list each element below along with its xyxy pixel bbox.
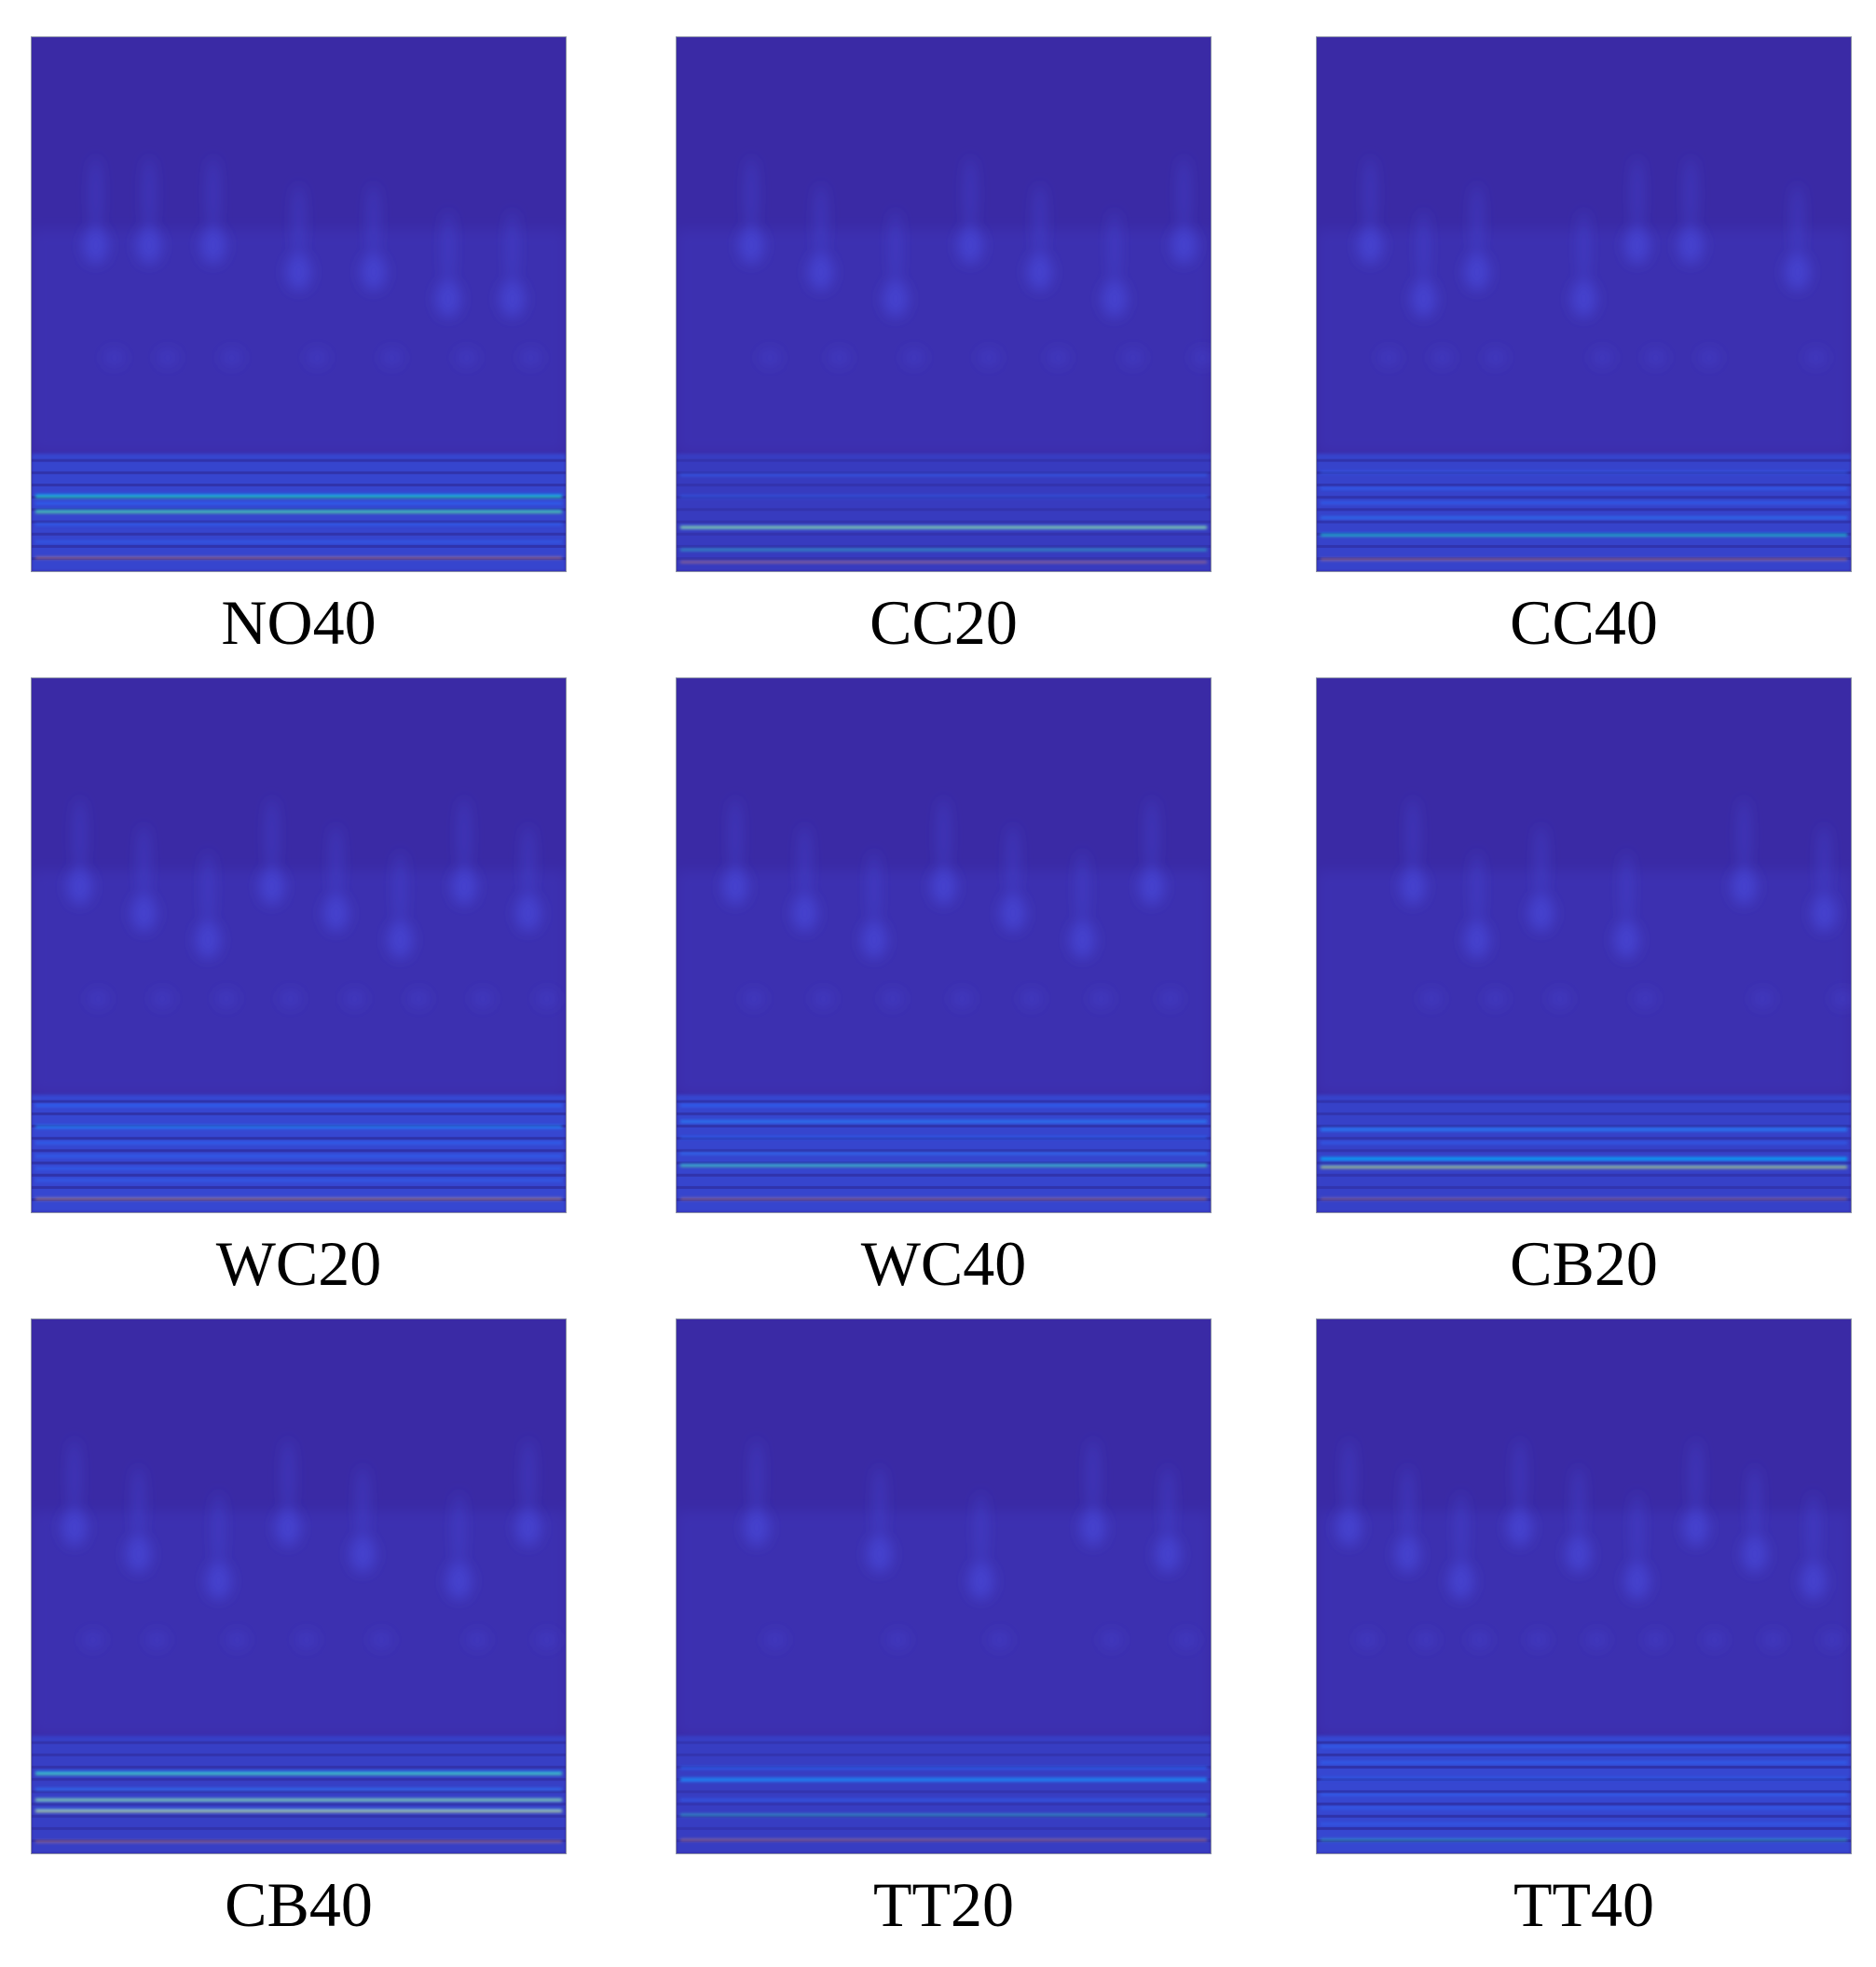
scalogram-image — [1317, 1319, 1851, 1853]
panel-label: CC40 — [1510, 587, 1658, 658]
scalogram-panel — [1316, 36, 1852, 572]
scalogram-image — [32, 1319, 566, 1853]
scalogram-image — [32, 37, 566, 571]
scalogram-panel — [676, 36, 1212, 572]
scalogram-panel — [676, 677, 1212, 1213]
scalogram-image — [677, 678, 1211, 1212]
scalogram-image — [677, 1319, 1211, 1853]
panel-label: TT20 — [872, 1869, 1015, 1940]
scalogram-image — [32, 678, 566, 1212]
panel-label: CC20 — [870, 587, 1018, 658]
panel-label: NO40 — [221, 587, 377, 658]
panel-label: CB40 — [225, 1869, 373, 1940]
scalogram-panel — [31, 36, 567, 572]
panel-label: TT40 — [1513, 1869, 1655, 1940]
scalogram-image — [1317, 37, 1851, 571]
scalogram-panel — [31, 677, 567, 1213]
scalogram-image — [1317, 678, 1851, 1212]
scalogram-panel — [31, 1318, 567, 1854]
panel-label: CB20 — [1510, 1228, 1658, 1299]
scalogram-panel — [1316, 1318, 1852, 1854]
panel-label: WC20 — [215, 1228, 382, 1299]
panel-label: WC40 — [860, 1228, 1027, 1299]
scalogram-image — [677, 37, 1211, 571]
scalogram-panel — [676, 1318, 1212, 1854]
scalogram-panel — [1316, 677, 1852, 1213]
